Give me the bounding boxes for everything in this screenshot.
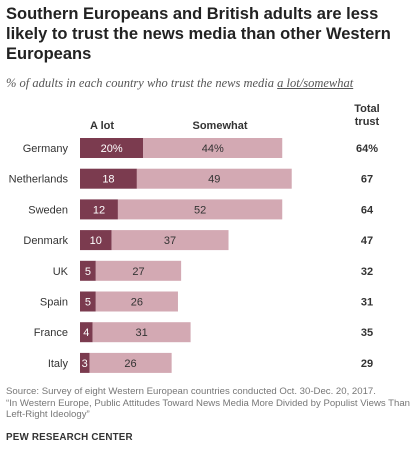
bar-a-lot-label: 10 bbox=[90, 235, 102, 247]
category-label: Italy bbox=[48, 358, 69, 370]
legend-somewhat: Somewhat bbox=[192, 120, 247, 132]
subtitle-underlined: a lot/somewhat bbox=[277, 76, 354, 90]
subtitle-prefix: % of adults in each country who trust th… bbox=[6, 76, 278, 90]
total-value: 35 bbox=[361, 327, 373, 339]
bar-somewhat bbox=[143, 138, 283, 158]
total-header-line-1: Total bbox=[354, 103, 379, 115]
bar-a-lot-label: 5 bbox=[85, 266, 91, 278]
bar-a-lot-label: 12 bbox=[93, 204, 105, 216]
bar-a-lot bbox=[80, 352, 90, 373]
bar-a-lot bbox=[80, 322, 93, 343]
bar-a-lot bbox=[80, 260, 96, 281]
category-label: France bbox=[34, 327, 68, 339]
chart-footer: Source: Survey of eight Western European… bbox=[6, 386, 411, 421]
bar-somewhat-label: 26 bbox=[124, 358, 136, 370]
category-label: Sweden bbox=[28, 204, 68, 216]
bar-somewhat-label: 49 bbox=[208, 174, 220, 186]
total-value: 64% bbox=[356, 143, 378, 155]
bar-somewhat bbox=[89, 352, 172, 373]
total-value: 67 bbox=[361, 174, 373, 186]
bar-somewhat-label: 31 bbox=[135, 327, 147, 339]
bar-somewhat bbox=[111, 230, 229, 251]
category-label: Germany bbox=[23, 143, 69, 155]
bar-a-lot-label: 18 bbox=[102, 174, 114, 186]
bar-a-lot-label: 3 bbox=[82, 358, 88, 370]
bar-somewhat-label: 26 bbox=[131, 297, 143, 309]
legend-a-lot: A lot bbox=[90, 120, 114, 132]
bar-somewhat bbox=[92, 322, 191, 343]
bar-somewhat-label: 27 bbox=[132, 266, 144, 278]
total-header-line-2: trust bbox=[355, 116, 380, 128]
bar-a-lot bbox=[80, 291, 96, 312]
bar-somewhat bbox=[117, 199, 283, 220]
bar-somewhat bbox=[95, 260, 182, 281]
bar-a-lot-label: 5 bbox=[85, 297, 91, 309]
bar-somewhat-label: 44% bbox=[202, 143, 224, 155]
bar-somewhat bbox=[95, 291, 178, 312]
total-value: 29 bbox=[361, 358, 373, 370]
brand-label: PEW RESEARCH CENTER bbox=[6, 432, 133, 443]
chart-subtitle: % of adults in each country who trust th… bbox=[6, 76, 406, 91]
bar-somewhat bbox=[136, 168, 292, 189]
chart-title: Southern Europeans and British adults ar… bbox=[6, 5, 391, 63]
source-note: Source: Survey of eight Western European… bbox=[6, 386, 376, 397]
bar-a-lot-label: 4 bbox=[83, 327, 89, 339]
bar-a-lot bbox=[80, 199, 118, 220]
bar-somewhat-label: 52 bbox=[194, 204, 206, 216]
category-label: UK bbox=[53, 266, 69, 278]
total-value: 31 bbox=[361, 297, 373, 309]
category-label: Denmark bbox=[23, 235, 68, 247]
bar-somewhat-label: 37 bbox=[164, 235, 176, 247]
report-title: “In Western Europe, Public Attitudes Tow… bbox=[6, 397, 411, 421]
total-value: 47 bbox=[361, 235, 373, 247]
bar-a-lot bbox=[80, 138, 144, 158]
bar-a-lot bbox=[80, 168, 137, 189]
bar-a-lot bbox=[80, 230, 112, 251]
category-label: Spain bbox=[40, 297, 68, 309]
total-value: 32 bbox=[361, 266, 373, 278]
bar-a-lot-label: 20% bbox=[101, 143, 123, 155]
total-value: 64 bbox=[361, 204, 374, 216]
category-label: Netherlands bbox=[9, 174, 69, 186]
